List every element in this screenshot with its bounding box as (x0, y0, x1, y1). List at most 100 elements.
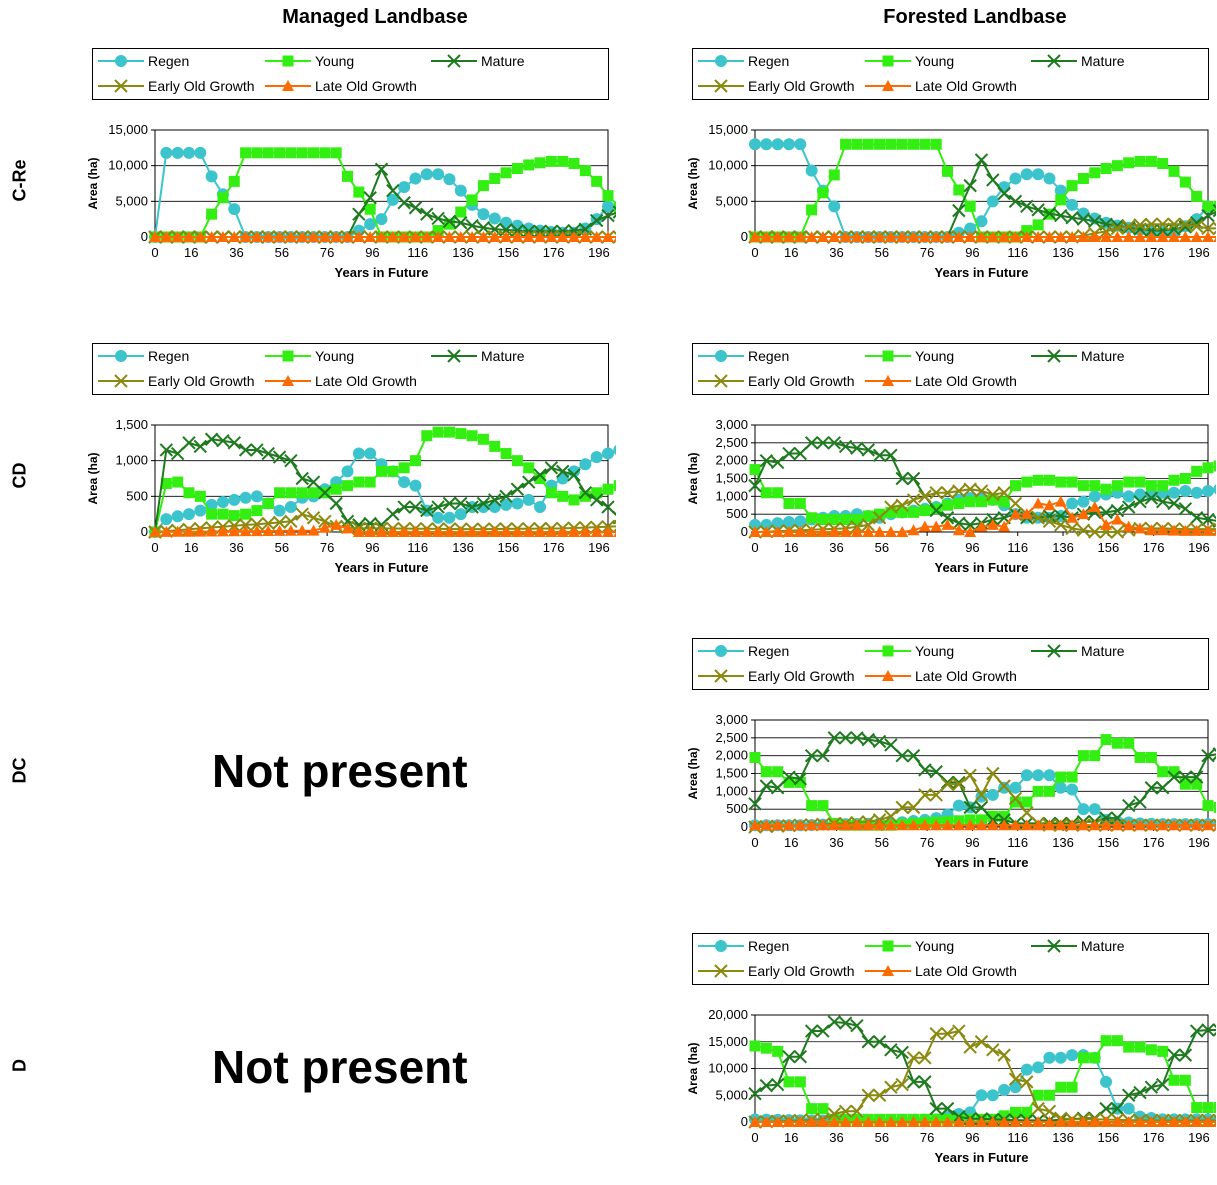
data-point-young (229, 176, 240, 187)
data-point-regen (455, 509, 466, 520)
data-point-young (478, 434, 489, 445)
data-point-mature (987, 174, 999, 186)
data-point-young (512, 455, 523, 466)
data-point-regen (161, 514, 172, 525)
x-tick-label: 116 (1007, 1130, 1028, 1145)
legend-marker-regen (716, 646, 727, 657)
data-point-young (512, 163, 523, 174)
y-tick-label: 2,000 (715, 453, 748, 468)
data-point-young (1067, 1082, 1078, 1093)
data-point-young (817, 187, 828, 198)
legend-label: Mature (481, 347, 525, 365)
data-point-late-old-growth (1100, 519, 1112, 530)
x-tick-label: 176 (543, 245, 565, 260)
data-point-young (1044, 786, 1055, 797)
data-point-young (1033, 219, 1044, 230)
data-point-mature (1123, 800, 1135, 812)
x-tick-label: 76 (920, 540, 934, 555)
legend-label: Young (915, 347, 954, 365)
x-tick-label: 176 (1143, 835, 1165, 850)
data-point-young (908, 507, 919, 518)
data-point-young (1123, 157, 1134, 168)
data-point-young (817, 1103, 828, 1114)
data-point-young (1123, 738, 1134, 749)
x-tick-label: 16 (784, 540, 798, 555)
y-axis-label: Area (ha) (686, 747, 700, 799)
legend-label: Young (315, 347, 354, 365)
row-label-dc: DC (10, 731, 31, 811)
x-tick-label: 96 (965, 245, 979, 260)
data-point-young (908, 139, 919, 150)
data-point-young (501, 448, 512, 459)
data-point-regen (410, 173, 421, 184)
data-point-mature (964, 180, 976, 192)
data-point-young (919, 505, 930, 516)
data-point-young (546, 156, 557, 167)
data-point-young (603, 190, 614, 201)
data-point-young (851, 139, 862, 150)
data-point-young (1021, 797, 1032, 808)
y-tick-label: 1,500 (715, 766, 748, 781)
data-point-young (817, 514, 828, 525)
data-point-young (297, 487, 308, 498)
legend-label: Late Old Growth (915, 962, 1017, 980)
series-line-mature (755, 160, 1217, 237)
data-point-regen (195, 505, 206, 516)
data-point-mature (1021, 200, 1033, 212)
data-point-young (172, 477, 183, 488)
x-tick-label: 96 (965, 540, 979, 555)
x-tick-label: 76 (320, 540, 334, 555)
x-tick-label: 56 (875, 245, 889, 260)
data-point-young (1135, 1042, 1146, 1053)
data-point-young (308, 147, 319, 158)
x-tick-label: 176 (1143, 540, 1165, 555)
data-point-regen (1021, 770, 1032, 781)
x-tick-label: 176 (1143, 1130, 1165, 1145)
x-tick-label: 16 (784, 835, 798, 850)
x-tick-label: 56 (275, 245, 289, 260)
data-point-young (331, 484, 342, 495)
y-tick-label: 5,000 (715, 193, 748, 208)
data-point-young (467, 430, 478, 441)
data-point-young (251, 505, 262, 516)
data-point-mature (523, 476, 535, 488)
data-point-regen (240, 492, 251, 503)
x-tick-label: 56 (875, 540, 889, 555)
data-point-young (750, 752, 761, 763)
data-point-young (455, 428, 466, 439)
data-point-regen (1203, 485, 1214, 496)
data-point-young (817, 800, 828, 811)
data-point-regen (399, 182, 410, 193)
data-point-young (501, 167, 512, 178)
legend-label: Regen (748, 642, 789, 660)
data-point-early-old-growth (964, 1041, 976, 1053)
data-point-regen (987, 1090, 998, 1101)
y-tick-label: 10,000 (108, 158, 148, 173)
x-axis-label: Years in Future (935, 1150, 1029, 1165)
legend-label: Young (915, 642, 954, 660)
legend-label: Regen (148, 52, 189, 70)
data-point-young (761, 766, 772, 777)
data-point-regen (229, 494, 240, 505)
data-point-young (365, 204, 376, 215)
data-point-young (591, 176, 602, 187)
data-point-regen (1078, 496, 1089, 507)
data-point-regen (444, 174, 455, 185)
data-point-young (229, 510, 240, 521)
x-tick-label: 116 (407, 245, 428, 260)
data-point-regen (444, 512, 455, 523)
data-point-young (455, 207, 466, 218)
data-point-young (1021, 477, 1032, 488)
data-point-mature (364, 192, 376, 204)
legend-label: Young (315, 52, 354, 70)
data-point-regen (376, 214, 387, 225)
data-point-young (342, 480, 353, 491)
data-point-regen (1033, 169, 1044, 180)
x-tick-label: 136 (452, 245, 474, 260)
x-axis-label: Years in Future (935, 265, 1029, 280)
data-point-young (1067, 180, 1078, 191)
x-tick-label: 196 (1188, 540, 1210, 555)
data-point-young (1101, 484, 1112, 495)
data-point-regen (433, 169, 444, 180)
